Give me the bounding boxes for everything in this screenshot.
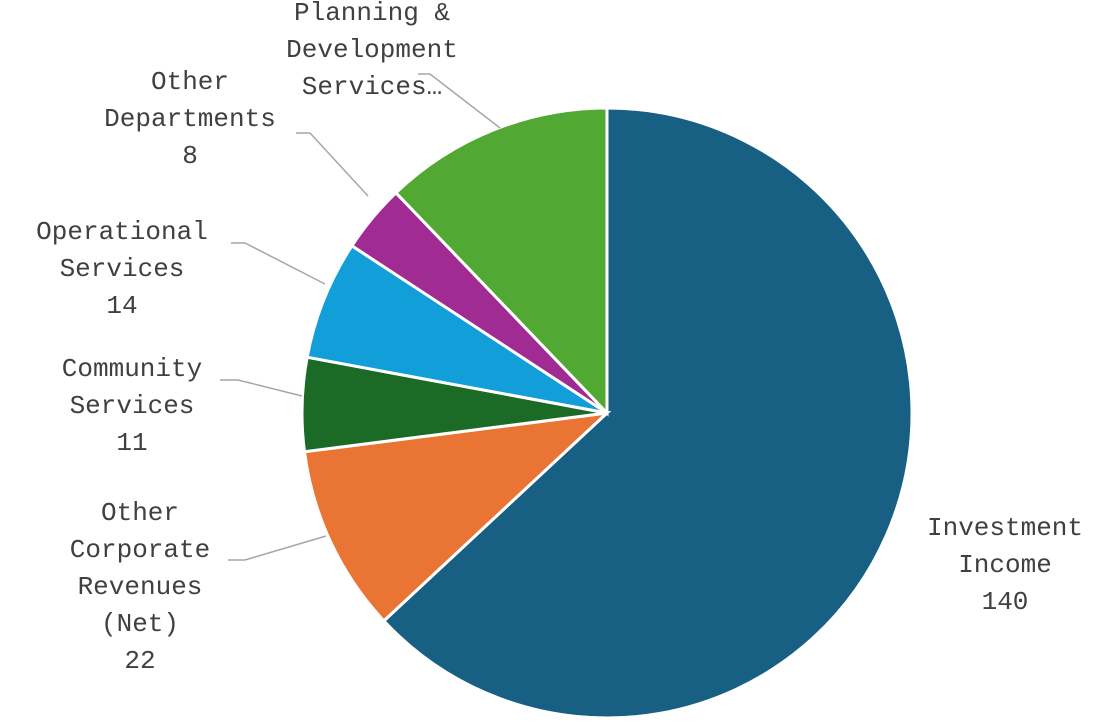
leader-line-planning [418,73,501,129]
slice-value-investment: 140 [982,587,1029,617]
slice-value-other_corp: 22 [124,646,155,676]
slice-name-line-investment: Investment [927,513,1083,543]
slice-name-line-community: Community [62,354,202,384]
slice-name-line-other_dept: Departments [104,104,276,134]
leader-line-other_dept [296,132,369,197]
slice-value-operational: 14 [106,291,137,321]
leader-line-operational [231,242,326,285]
slice-name-line-other_dept: Other [151,67,229,97]
slice-labels: Investment Income 140 Other Corporate Revenue… [36,0,1083,676]
slice-name-line-other_corp: Corporate [70,535,210,565]
slice-name-line-planning: Planning & [294,0,450,28]
slice-name-line-community: Services [70,391,195,421]
slice-name-line-operational: Services [60,254,185,284]
slice-name-line-investment: Income [958,550,1052,580]
slice-label-planning: Planning & Development Services… [286,0,458,102]
slice-label-investment: Investment Income 140 [927,513,1083,617]
slice-value-other_dept: 8 [182,141,198,171]
pie-slice-investment [381,106,914,720]
slice-name-line-planning: Development [286,35,458,65]
pie-slice-operational [305,243,608,415]
slice-name-line-other_corp: Other [101,498,179,528]
slice-label-operational: Operational Services 14 [36,217,208,321]
slice-value-community: 11 [116,428,147,458]
pie-slice-other_corp [302,410,612,624]
leader-line-other_corp [228,535,327,561]
pie-slices [300,106,914,720]
slice-name-line-operational: Operational [36,217,208,247]
slice-label-other_dept: Other Departments 8 [104,67,276,171]
leader-line-community [220,379,303,397]
slice-label-other_corp: Other Corporate Revenues (Net) 22 [70,498,210,676]
pie-slice-planning [393,106,609,417]
slice-name-line-planning: Services… [302,72,442,102]
slice-name-line-other_corp: Revenues [78,572,203,602]
slice-label-community: Community Services 11 [62,354,202,458]
slice-name-line-other_corp: (Net) [101,609,179,639]
leader-lines [220,73,501,561]
